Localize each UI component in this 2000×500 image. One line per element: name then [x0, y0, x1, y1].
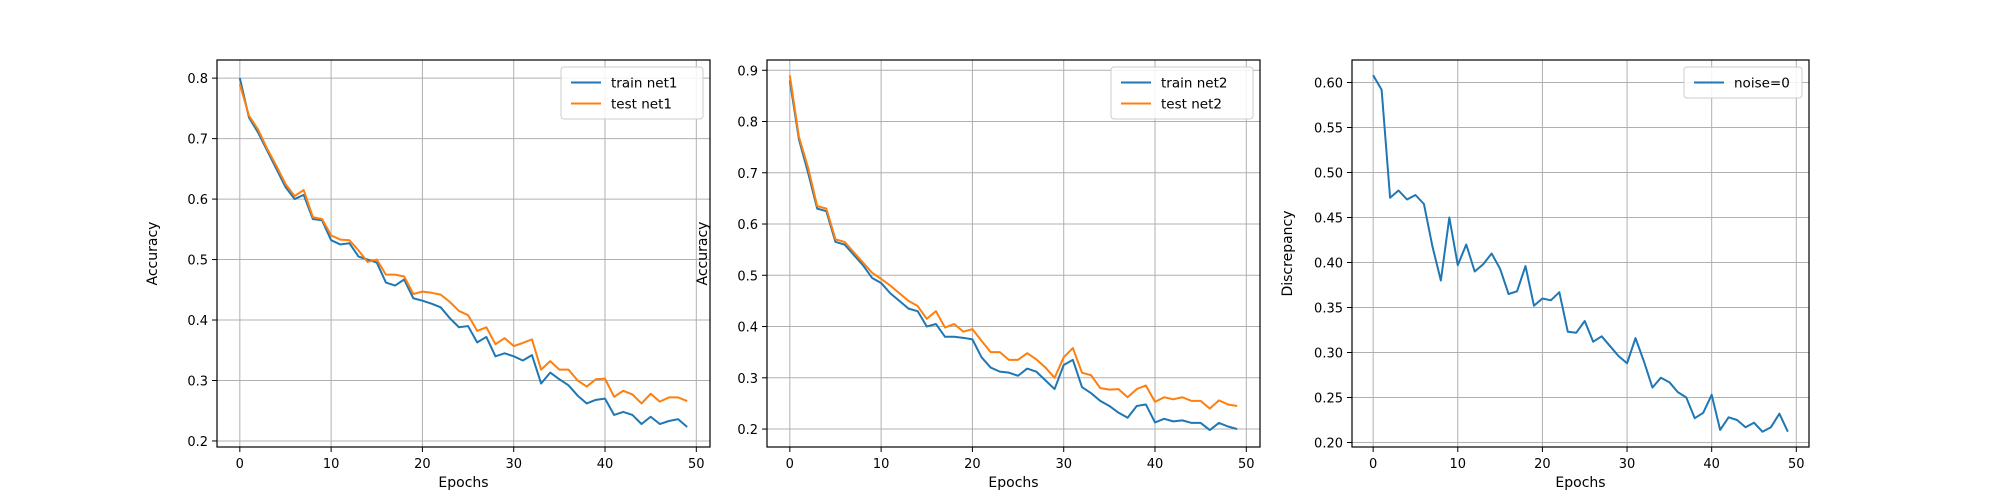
- y-axis-label: Accuracy: [145, 222, 161, 286]
- legend-box: [1110, 66, 1254, 120]
- y-tick-label: 0.6: [187, 193, 208, 208]
- legend-label: noise=0: [1734, 76, 1790, 92]
- legend: train net1 test net1: [560, 66, 704, 120]
- x-tick-label: 40: [1703, 457, 1720, 472]
- y-tick-label: 0.4: [737, 321, 758, 336]
- series-line-noise-0: [1372, 74, 1789, 433]
- x-tick-label: 30: [1619, 457, 1636, 472]
- x-tick-label: 0: [1369, 457, 1377, 472]
- x-tick-label: 20: [964, 457, 981, 472]
- legend-label: test net1: [611, 97, 672, 113]
- legend-box: [1683, 66, 1803, 99]
- y-tick-label: 0.5: [187, 254, 208, 269]
- x-tick-label: 50: [1788, 457, 1805, 472]
- x-tick-label: 10: [323, 457, 340, 472]
- y-tick-label: 0.6: [737, 218, 758, 233]
- y-tick-label: 0.5: [737, 269, 758, 284]
- legend: train net2 test net2: [1110, 66, 1254, 120]
- x-tick-label: 50: [1238, 457, 1255, 472]
- y-tick-label: 0.9: [737, 64, 758, 79]
- x-tick-label: 20: [414, 457, 431, 472]
- x-tick-label: 0: [786, 457, 794, 472]
- y-tick-label: 0.50: [1314, 167, 1343, 182]
- x-tick-label: 0: [236, 457, 244, 472]
- x-tick-label: 30: [1055, 457, 1072, 472]
- x-tick-label: 10: [1450, 457, 1467, 472]
- x-axis-label: Epochs: [438, 475, 488, 491]
- y-axis-label: Accuracy: [695, 222, 711, 286]
- y-tick-label: 0.3: [187, 374, 208, 389]
- chart-panel-3: 0 10 20 30 40 50 0.20 0.25 0.30 0.35 0.40 0.45 0.50 0…: [1280, 59, 1810, 491]
- legend-label: train net2: [1161, 76, 1227, 92]
- y-tick-label: 0.8: [187, 72, 208, 87]
- y-tick-label: 0.25: [1314, 392, 1343, 407]
- legend: noise=0: [1683, 66, 1803, 99]
- x-tick-label: 20: [1534, 457, 1551, 472]
- plot-frame: [216, 59, 711, 448]
- x-tick-label: 30: [505, 457, 522, 472]
- chart-panel-1: 0 10 20 30 40 50 0.2 0.3 0.4 0.5 0.6 0.7 0.8 Epochs Ac…: [145, 59, 711, 491]
- legend-label: train net1: [611, 76, 677, 92]
- y-tick-label: 0.7: [737, 167, 758, 182]
- series-line-test-net1: [238, 83, 688, 405]
- x-axis-label: Epochs: [1555, 475, 1605, 491]
- plot-frame: [766, 59, 1261, 448]
- chart-panel-2: 0 10 20 30 40 50 0.2 0.3 0.4 0.5 0.6 0.7 0.8 0.9 Epoch…: [695, 59, 1261, 491]
- series-line-train-net2: [788, 80, 1238, 432]
- y-tick-label: 0.55: [1314, 122, 1343, 137]
- x-tick-label: 40: [597, 457, 614, 472]
- plot-frame: [1351, 59, 1810, 448]
- x-tick-label: 40: [1147, 457, 1164, 472]
- x-tick-label: 50: [688, 457, 705, 472]
- y-tick-label: 0.45: [1314, 212, 1343, 227]
- y-tick-label: 0.40: [1314, 257, 1343, 272]
- x-tick-label: 10: [873, 457, 890, 472]
- y-tick-label: 0.2: [737, 423, 758, 438]
- y-tick-label: 0.7: [187, 133, 208, 148]
- y-tick-label: 0.3: [737, 372, 758, 387]
- y-tick-label: 0.20: [1314, 437, 1343, 452]
- series-line-train-net1: [238, 77, 688, 428]
- x-axis-label: Epochs: [988, 475, 1038, 491]
- legend-box: [560, 66, 704, 120]
- y-axis-label: Discrepancy: [1280, 210, 1296, 296]
- legend-label: test net2: [1161, 97, 1222, 113]
- y-tick-label: 0.30: [1314, 347, 1343, 362]
- y-tick-label: 0.60: [1314, 77, 1343, 92]
- series-line-test-net2: [788, 75, 1238, 410]
- y-tick-label: 0.2: [187, 435, 208, 450]
- y-tick-label: 0.8: [737, 116, 758, 131]
- y-tick-label: 0.35: [1314, 302, 1343, 317]
- y-tick-label: 0.4: [187, 314, 208, 329]
